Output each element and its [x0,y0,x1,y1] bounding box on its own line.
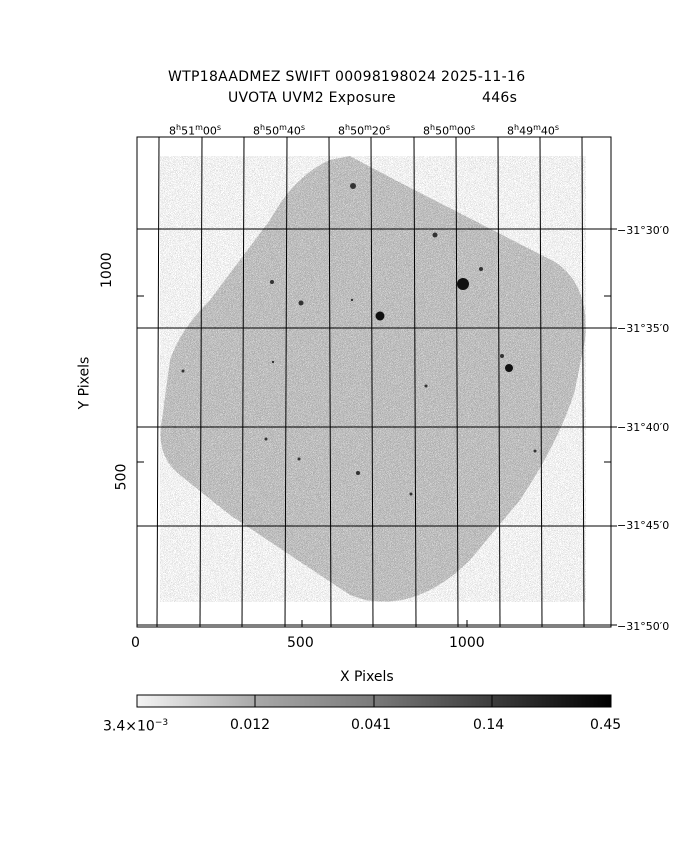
star-source [457,278,469,290]
ra-label-0: 8h51m00s [169,123,222,138]
coordinate-grid [137,136,611,628]
star-source [479,267,483,271]
colorbar-label-min: 3.4×10−3 [103,718,169,735]
colorbar-label-max: 0.45 [590,717,622,733]
ra-label-2: 8h50m20s [338,123,391,138]
image-title-instrument: UVOTA UVM2 Exposure [228,90,396,106]
star-source [271,360,275,364]
star-source [181,369,185,373]
dec-label-4: −31°50′0 [617,620,670,633]
dec-label-3: −31°45′0 [617,519,670,532]
ra-label-3: 8h50m00s [423,123,476,138]
axis-ticks [136,228,617,627]
x-tick-0: 0 [131,635,140,651]
ra-label-1: 8h50m40s [253,123,306,138]
image-title-exposure: 446s [482,90,518,106]
star-source [500,354,504,358]
star-source [264,437,268,441]
x-tick-500: 500 [287,635,314,651]
star-source [298,300,304,306]
dec-label-1: −31°35′0 [617,322,670,335]
star-source [350,298,354,302]
colorbar-label-4: 0.14 [473,717,505,733]
star-source [350,183,356,189]
colorbar-label-3: 0.041 [351,717,392,733]
image-title-line1: WTP18AADMEZ SWIFT 00098198024 2025-11-16 [168,69,526,85]
x-tick-1000: 1000 [449,635,485,651]
ra-label-4: 8h49m40s [507,123,560,138]
star-source [356,471,360,475]
plot-frame [136,136,612,628]
star-source [409,492,413,496]
star-source [432,232,438,238]
star-source [270,280,274,284]
star-source [533,449,537,453]
star-source [375,311,385,321]
colorbar-label-2: 0.012 [230,717,271,733]
x-axis-label: X Pixels [340,669,394,685]
star-source [297,457,301,461]
dec-label-0: −31°30′0 [617,224,670,237]
dec-label-2: −31°40′0 [617,421,670,434]
star-source [505,364,513,372]
star-sources [181,183,537,496]
star-source [424,384,428,388]
